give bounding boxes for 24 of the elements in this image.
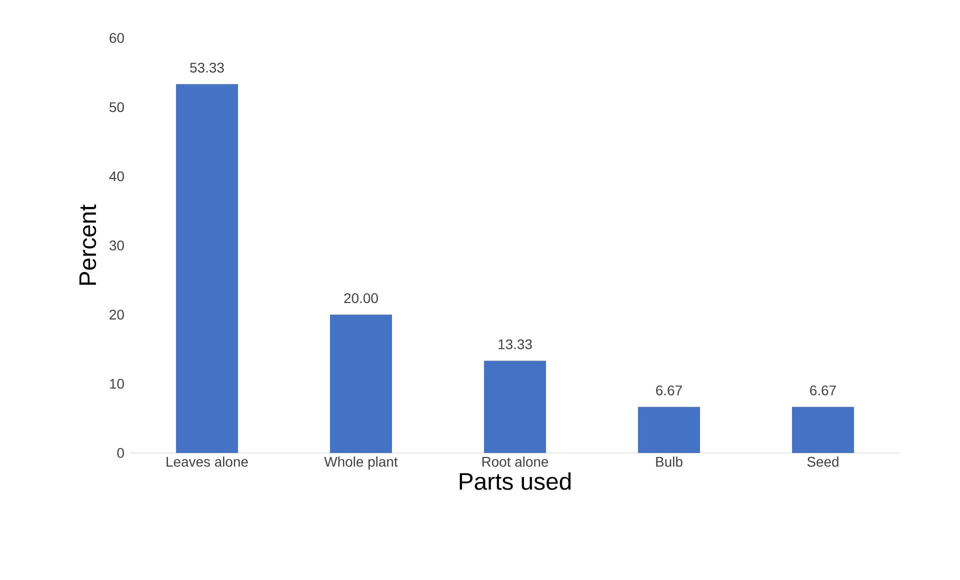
data-label: 13.33 xyxy=(498,339,532,350)
x-tick-label: Bulb xyxy=(656,456,682,467)
data-label: 6.67 xyxy=(810,385,836,396)
x-tick-label: Whole plant xyxy=(324,456,398,470)
y-tick-label: 60 xyxy=(110,33,124,43)
bar xyxy=(330,314,392,453)
y-tick-label: 10 xyxy=(110,378,124,389)
y-tick-label: 30 xyxy=(110,240,124,250)
y-tick-label: 40 xyxy=(109,171,124,182)
data-label: 20.00 xyxy=(344,293,378,304)
data-label: 6.67 xyxy=(656,385,682,396)
x-tick-label: Leaves alone xyxy=(166,456,248,467)
bar xyxy=(792,406,854,453)
x-axis-title: Parts used xyxy=(460,472,571,490)
y-tick-label: 20 xyxy=(110,310,124,320)
bar xyxy=(638,406,700,453)
y-tick-label: 50 xyxy=(110,102,124,112)
bar xyxy=(176,84,238,453)
bar xyxy=(484,360,546,453)
data-label: 53.33 xyxy=(190,62,224,73)
x-tick-label: Seed xyxy=(807,456,838,467)
y-tick-label: 0 xyxy=(117,448,124,458)
y-axis-title: Percent xyxy=(79,204,96,285)
x-tick-label: Root alone xyxy=(482,456,548,467)
